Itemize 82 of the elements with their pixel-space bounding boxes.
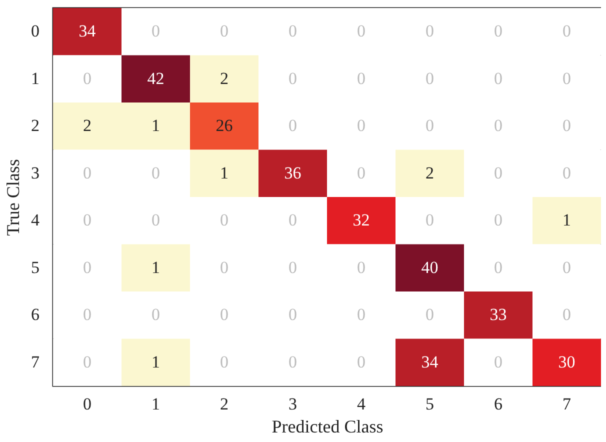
data-label: 0 (426, 305, 434, 324)
y-tick-label: 2 (31, 116, 40, 136)
data-label: 0 (357, 116, 366, 136)
x-tick-label: 5 (426, 394, 434, 414)
y-axis-title: True Class (3, 159, 23, 236)
data-label: 34 (421, 352, 439, 372)
data-label: 0 (562, 305, 571, 324)
data-label: 1 (152, 116, 160, 136)
data-label: 1 (152, 352, 160, 372)
data-label: 0 (494, 68, 502, 88)
data-label: 26 (216, 116, 233, 136)
data-label: 0 (562, 116, 571, 136)
data-label: 40 (421, 258, 438, 277)
data-label: 42 (147, 68, 164, 88)
data-label: 0 (83, 258, 92, 277)
data-label: 0 (494, 352, 502, 372)
data-label: 2 (220, 68, 228, 88)
data-label: 0 (83, 210, 92, 230)
y-tick-label: 0 (31, 22, 40, 41)
y-tick-label: 1 (31, 68, 40, 88)
data-label: 1 (220, 163, 228, 182)
y-tick-label: 6 (31, 305, 40, 324)
y-tick-label: 7 (31, 352, 40, 372)
data-label: 33 (490, 305, 507, 324)
data-label: 0 (494, 258, 502, 277)
data-label: 0 (357, 22, 366, 41)
data-label: 0 (562, 22, 571, 41)
data-label: 2 (83, 116, 92, 136)
data-label: 0 (152, 210, 160, 230)
data-label: 0 (494, 22, 502, 41)
data-label: 36 (284, 163, 302, 182)
data-label: 32 (352, 210, 370, 230)
data-label: 0 (562, 163, 571, 182)
data-label: 0 (288, 210, 297, 230)
x-axis-title: Predicted Class (272, 416, 384, 436)
data-label: 0 (152, 163, 160, 182)
data-label: 0 (83, 305, 92, 324)
data-label: 0 (288, 305, 297, 324)
x-tick-label: 6 (494, 394, 502, 414)
data-label: 0 (83, 352, 92, 372)
data-label: 0 (426, 68, 434, 88)
data-label: 0 (494, 163, 502, 182)
data-label: 0 (562, 258, 571, 277)
data-label: 34 (78, 22, 96, 41)
x-tick-label: 0 (83, 394, 92, 414)
x-tick-label: 4 (357, 394, 366, 414)
data-label: 0 (562, 68, 571, 88)
data-label: 1 (152, 258, 160, 277)
data-label: 0 (357, 352, 366, 372)
data-label: 0 (220, 258, 228, 277)
data-label: 0 (357, 68, 366, 88)
data-label: 0 (426, 116, 434, 136)
data-label: 0 (288, 258, 297, 277)
data-label: 0 (288, 68, 297, 88)
data-label: 0 (220, 22, 228, 41)
y-tick-label: 5 (31, 258, 40, 277)
x-tick-label: 7 (562, 394, 572, 414)
data-label: 0 (220, 210, 228, 230)
data-label: 0 (494, 210, 502, 230)
x-tick-label: 2 (220, 394, 228, 414)
data-label: 0 (426, 22, 434, 41)
data-label: 0 (152, 22, 160, 41)
data-label: 0 (357, 305, 366, 324)
data-label: 0 (426, 210, 434, 230)
data-label: 0 (152, 305, 160, 324)
data-label: 0 (220, 352, 228, 372)
x-tick-label: 3 (288, 394, 297, 414)
data-label: 1 (562, 210, 571, 230)
data-label: 0 (220, 305, 228, 324)
data-label: 30 (558, 352, 576, 372)
data-label: 0 (357, 163, 366, 182)
data-label: 2 (426, 163, 434, 182)
data-label: 0 (288, 22, 297, 41)
data-label: 0 (494, 116, 502, 136)
data-label: 0 (288, 352, 297, 372)
y-tick-label: 3 (31, 163, 40, 182)
data-label: 0 (288, 116, 297, 136)
data-label: 0 (83, 68, 92, 88)
data-label: 0 (357, 258, 366, 277)
data-label: 0 (83, 163, 92, 182)
x-tick-label: 1 (152, 394, 160, 414)
y-tick-label: 4 (31, 210, 40, 230)
